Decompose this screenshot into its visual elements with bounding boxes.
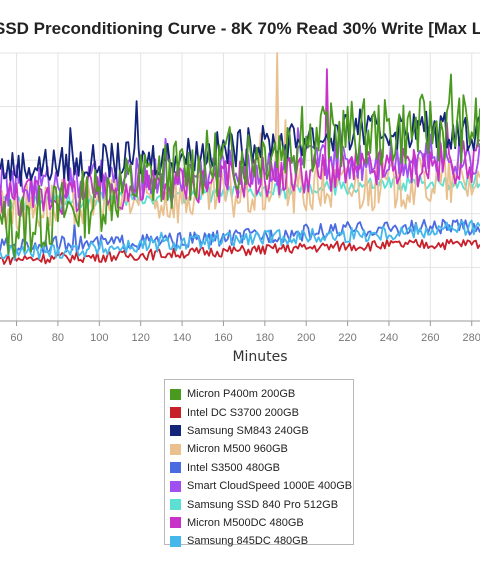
legend-label: Smart CloudSpeed 1000E 400GB: [187, 480, 353, 493]
legend-item: Micron M500DC 480GB: [170, 514, 353, 532]
legend-item: Micron P400m 200GB: [170, 385, 353, 403]
legend-item: Micron M500 960GB: [170, 440, 353, 458]
legend-item: Intel S3500 480GB: [170, 459, 353, 477]
x-tick-label: 100: [90, 332, 108, 344]
x-tick-label: 200: [297, 332, 315, 344]
legend-swatch: [170, 535, 181, 547]
legend-label: Intel S3500 480GB: [187, 461, 280, 474]
legend-swatch: [170, 480, 181, 492]
x-axis-label: Minutes: [232, 349, 288, 365]
legend-item: Samsung SSD 840 Pro 512GB: [170, 495, 353, 513]
legend-item: Smart CloudSpeed 1000E 400GB: [170, 477, 353, 495]
x-tick-label: 280: [463, 332, 480, 344]
legend-label: Samsung SSD 840 Pro 512GB: [187, 498, 339, 511]
x-tick-label: 240: [380, 332, 398, 344]
legend-label: Micron M500 960GB: [187, 443, 288, 456]
legend-item: Samsung SM843 240GB: [170, 422, 353, 440]
x-tick-label: 180: [256, 332, 274, 344]
series-line-0: [0, 73, 480, 258]
x-tick-label: 260: [421, 332, 439, 344]
legend-label: Micron M500DC 480GB: [187, 516, 304, 529]
legend-swatch: [170, 407, 181, 419]
series-line-1: [0, 238, 480, 266]
legend-swatch: [170, 425, 181, 437]
legend-swatch: [170, 443, 181, 455]
legend-swatch: [170, 388, 181, 400]
legend-label: Intel DC S3700 200GB: [187, 406, 299, 419]
x-tick-label: 60: [10, 332, 22, 344]
legend-swatch: [170, 517, 181, 529]
series-line-8: [0, 219, 480, 261]
x-tick-label: 80: [52, 332, 64, 344]
legend-swatch: [170, 499, 181, 511]
legend-item: Samsung 845DC 480GB: [170, 532, 353, 550]
x-tick-label: 140: [173, 332, 191, 344]
x-tick-label: 120: [132, 332, 150, 344]
legend-label: Micron P400m 200GB: [187, 388, 296, 401]
legend-swatch: [170, 462, 181, 474]
x-tick-label: 160: [214, 332, 232, 344]
legend-item: Intel DC S3700 200GB: [170, 403, 353, 421]
legend-label: Samsung SM843 240GB: [187, 424, 309, 437]
legend: Micron P400m 200GB Intel DC S3700 200GB Sa…: [164, 379, 354, 547]
legend-label: Samsung 845DC 480GB: [187, 535, 309, 548]
x-tick-label: 220: [338, 332, 356, 344]
chart-title: SSD Preconditioning Curve - 8K 70% Read …: [0, 19, 480, 38]
